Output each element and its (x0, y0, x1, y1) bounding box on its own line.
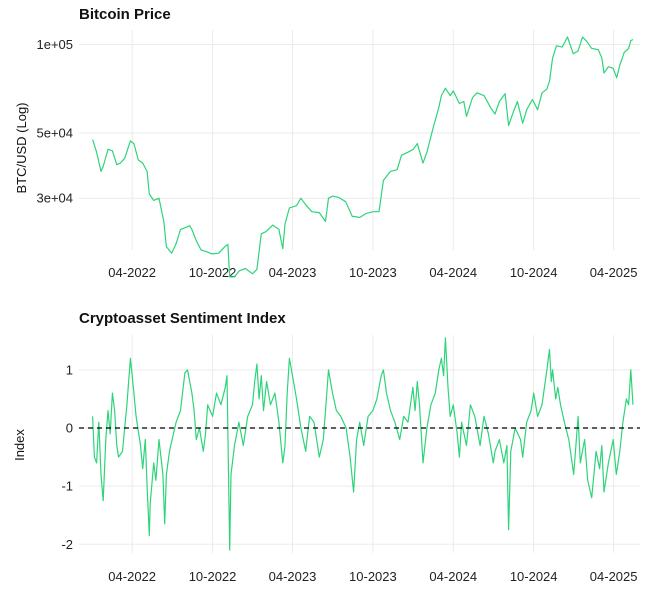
x-tick-labels: 04-2022 10-2022 04-2023 10-2023 04-2024 10-20… (108, 569, 637, 584)
y-axis-label: Index (12, 429, 27, 461)
y-tick-label: 3e+04 (36, 191, 73, 206)
chart-title: Cryptoasset Sentiment Index (79, 310, 286, 327)
sentiment-index-chart: Cryptoasset Sentiment Index 1 0 -1 -2 04-20… (12, 310, 640, 584)
grid-lines (79, 335, 640, 553)
bitcoin-price-line (92, 36, 634, 278)
x-tick-label: 10-2022 (189, 265, 237, 280)
sentiment-index-line (92, 337, 634, 551)
y-tick-label: 1 (66, 362, 73, 377)
x-tick-label: 04-2022 (108, 265, 156, 280)
x-tick-label: 04-2022 (108, 569, 156, 584)
x-tick-label: 04-2023 (269, 265, 317, 280)
x-tick-label: 04-2024 (429, 265, 477, 280)
y-tick-label: 0 (66, 421, 73, 436)
x-tick-label: 04-2025 (590, 265, 638, 280)
x-tick-label: 04-2023 (269, 569, 317, 584)
y-tick-labels: 1 0 -1 -2 (61, 362, 73, 551)
x-tick-label: 10-2023 (349, 569, 397, 584)
x-tick-label: 10-2022 (189, 569, 237, 584)
y-tick-labels: 1e+05 5e+04 3e+04 (36, 37, 73, 206)
y-tick-label: 5e+04 (36, 125, 73, 140)
y-tick-label: -1 (61, 479, 73, 494)
x-tick-label: 04-2025 (590, 569, 638, 584)
y-axis-label: BTC/USD (Log) (14, 102, 29, 193)
x-tick-label: 10-2024 (510, 265, 558, 280)
y-tick-label: -2 (61, 537, 73, 552)
x-tick-labels: 04-2022 10-2022 04-2023 10-2023 04-2024 10-20… (108, 265, 637, 280)
chart-title: Bitcoin Price (79, 6, 171, 23)
x-tick-label: 04-2024 (429, 569, 477, 584)
x-tick-label: 10-2024 (510, 569, 558, 584)
grid-lines (79, 30, 640, 250)
x-tick-label: 10-2023 (349, 265, 397, 280)
bitcoin-price-chart: Bitcoin Price 1e+05 5e+04 3e+04 04-2022 10-… (14, 6, 640, 280)
y-tick-label: 1e+05 (36, 37, 73, 52)
